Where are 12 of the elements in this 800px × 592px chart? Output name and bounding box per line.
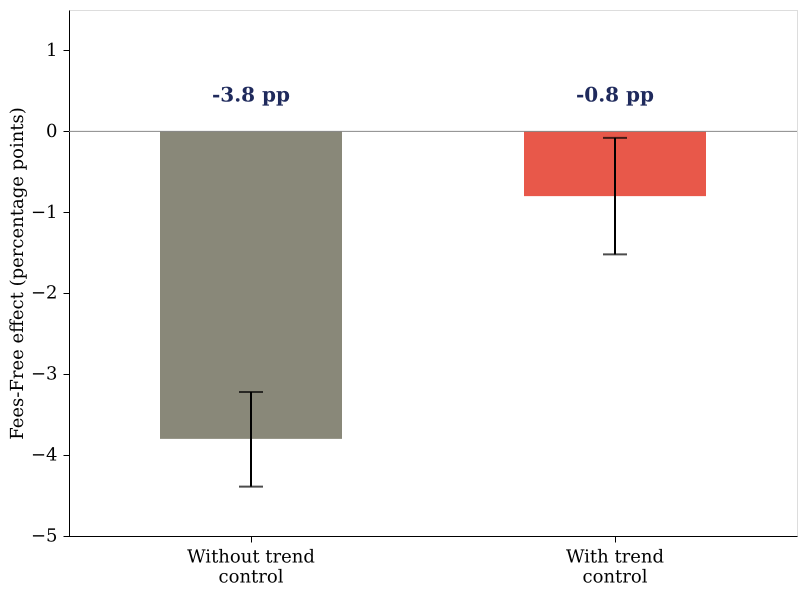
y-axis-title: Fees-Free effect (percentage points): [6, 107, 28, 440]
y-tick-label: −4: [30, 444, 58, 466]
y-tick-label: 0: [46, 120, 58, 142]
y-tick-label: −2: [30, 282, 58, 304]
x-tick-label: With trend control: [566, 546, 664, 588]
y-tick-label: −5: [30, 526, 58, 546]
y-tick-label: −1: [30, 202, 58, 223]
y-tick-label: 1: [46, 40, 58, 61]
data-label: -3.8 pp: [212, 82, 290, 106]
x-tick-label: Without trend control: [187, 546, 315, 588]
y-tick-label: −3: [30, 364, 58, 385]
data-label: -0.8 pp: [576, 82, 654, 106]
